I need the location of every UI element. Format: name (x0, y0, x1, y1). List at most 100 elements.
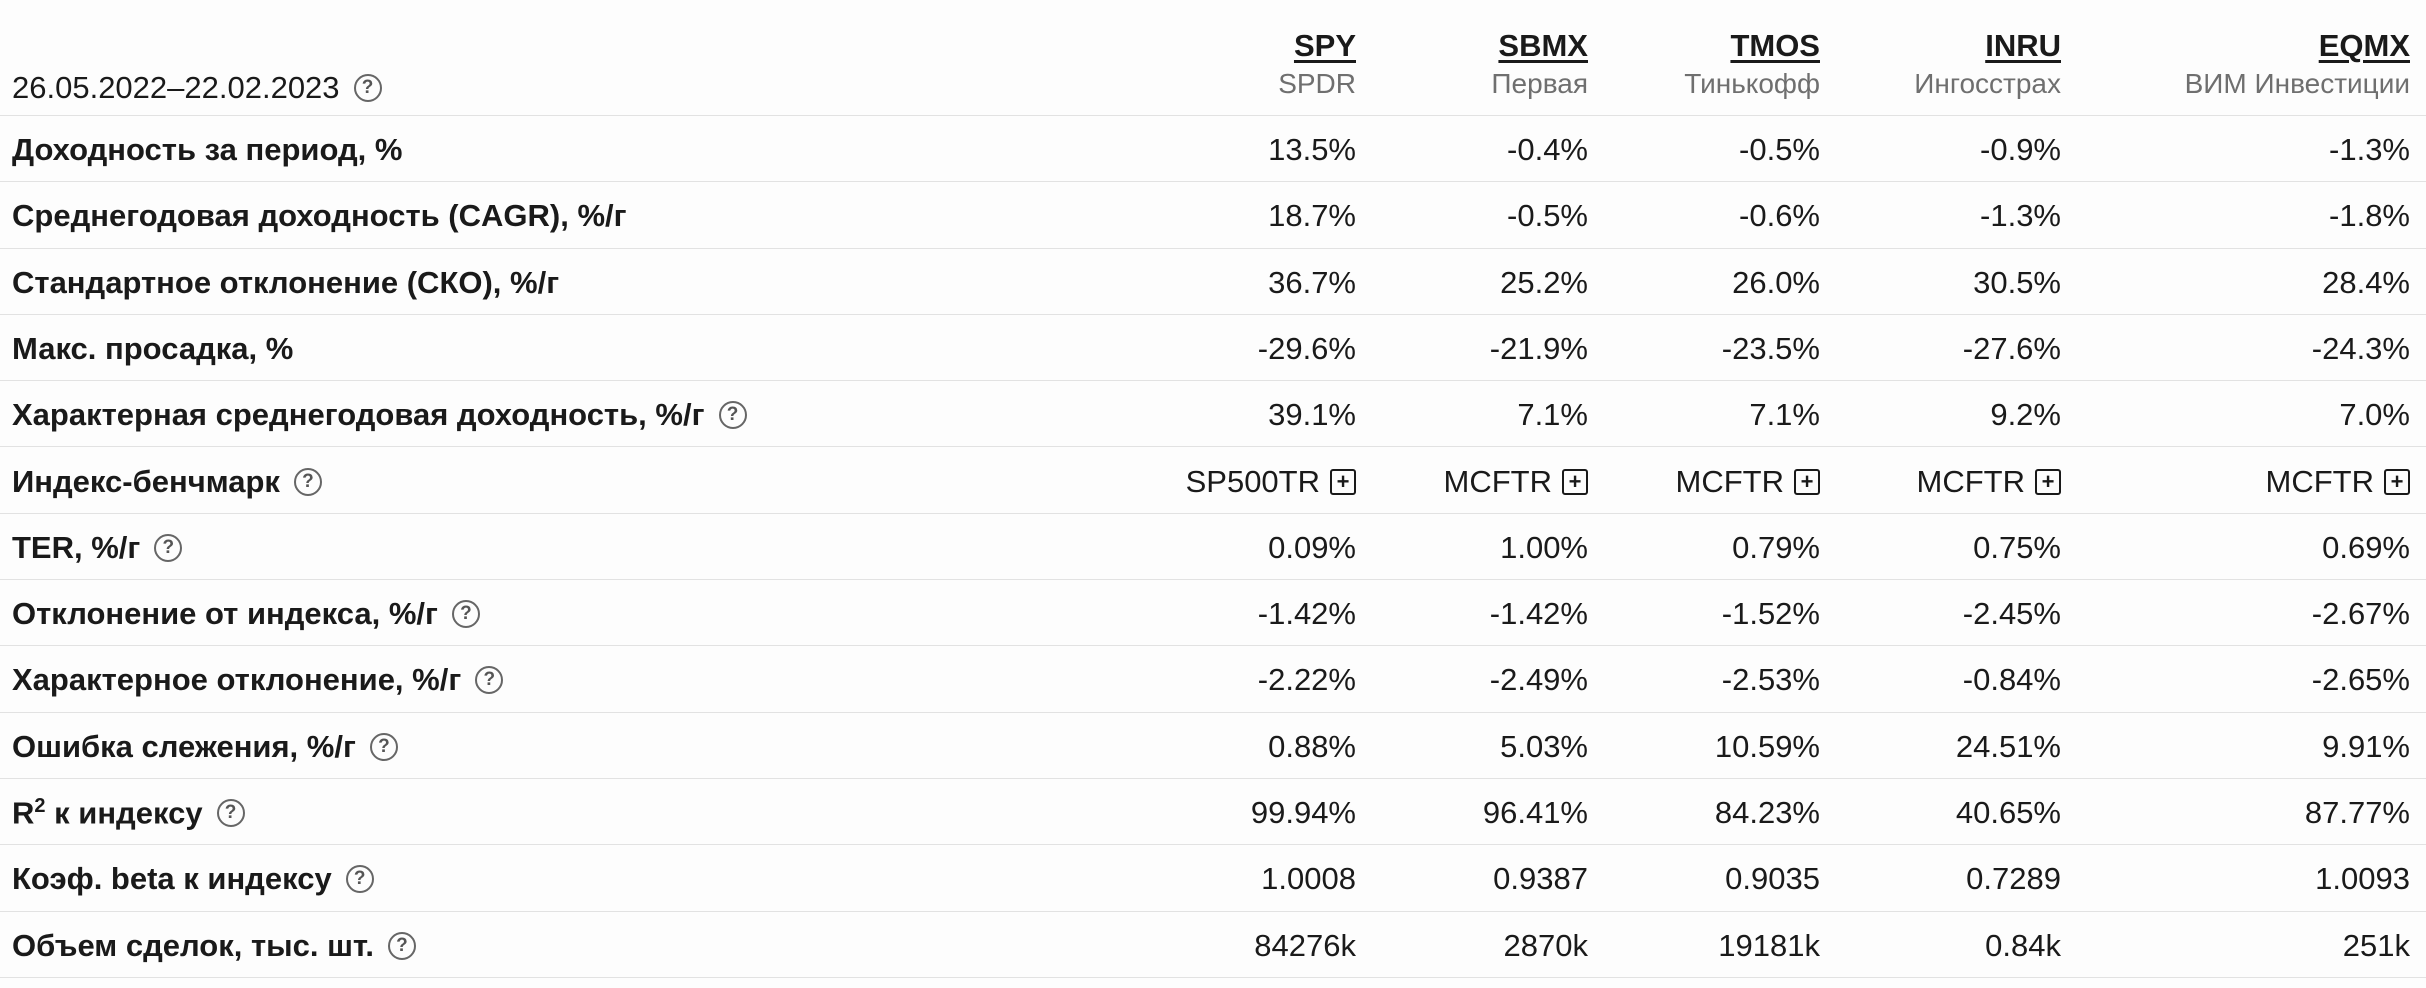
benchmark-name: MCFTR (1916, 463, 2025, 499)
value-cell: 0.75% (1973, 529, 2061, 565)
value-cell: -2.45% (1962, 596, 2061, 632)
value-cell: 0.7289 (1966, 861, 2061, 897)
plus-square-icon[interactable]: + (1330, 468, 1356, 495)
value-cell: 87.77% (2304, 795, 2410, 830)
plus-square-icon[interactable]: + (1794, 468, 1820, 495)
row-label: TER, %/г (12, 529, 141, 565)
value-cell: -1.8% (2329, 198, 2410, 234)
issuer-name: ВИМ Инвестиции (2184, 68, 2410, 99)
row-label: Ошибка слежения, %/г (12, 728, 356, 764)
table-row: Среднегодовая доходность (CAGR), %/г 18.7… (0, 182, 2426, 249)
row-header: Ошибка слежения, %/г? (12, 729, 398, 765)
ticker-link[interactable]: SPY (1293, 28, 1356, 63)
row-header: Индекс-бенчмарк? (12, 464, 322, 500)
ticker-link[interactable]: TMOS (1730, 28, 1820, 63)
row-label: R2 к индексу (12, 795, 203, 831)
value-cell: -1.42% (1489, 596, 1588, 632)
value-cell: 84.23% (1714, 795, 1820, 830)
value-cell: -1.3% (1980, 198, 2061, 234)
value-cell: -1.3% (2329, 132, 2410, 167)
row-header: Стандартное отклонение (СКО), %/г (12, 265, 559, 301)
table-header: 26.05.2022–22.02.2023 ? SPY SPDR SBMX Пер… (0, 0, 2426, 116)
benchmark-cell: SP500TR + (1096, 464, 1356, 500)
question-circle-icon[interactable]: ? (353, 74, 382, 102)
question-circle-icon[interactable]: ? (216, 799, 245, 828)
value-cell: 36.7% (1268, 264, 1356, 300)
value-cell: -0.5% (1739, 132, 1820, 167)
table-row: Доходность за период, % 13.5% -0.4% -0.5% -0… (0, 116, 2426, 183)
value-cell: -2.49% (1489, 662, 1588, 698)
benchmark-cell: MCFTR + (1801, 464, 2061, 500)
row-label: Коэф. beta к индексу (12, 861, 332, 897)
question-circle-icon[interactable]: ? (345, 865, 374, 894)
value-cell: 39.1% (1268, 397, 1356, 433)
value-cell: 28.4% (2322, 264, 2410, 300)
row-header: TER, %/г? (12, 529, 183, 566)
value-cell: -2.67% (2311, 596, 2410, 632)
row-header: Доходность за период, % (12, 132, 402, 168)
value-cell: 26.0% (1732, 264, 1820, 300)
value-cell: 7.0% (2339, 397, 2410, 433)
table-row: Стандартное отклонение (СКО), %/г 36.7% 25… (0, 249, 2426, 315)
row-header: Характерное отклонение, %/г? (12, 662, 504, 698)
value-cell: -23.5% (1721, 330, 1820, 366)
value-cell: 18.7% (1268, 198, 1356, 234)
row-label: Отклонение от индекса, %/г (12, 596, 438, 632)
row-label: Стандартное отклонение (СКО), %/г (12, 264, 560, 300)
question-circle-icon[interactable]: ? (369, 732, 398, 761)
value-cell: 0.9035 (1725, 861, 1820, 897)
value-cell: 0.69% (2322, 529, 2410, 565)
ticker-link[interactable]: SBMX (1498, 28, 1588, 63)
value-cell: 30.5% (1973, 264, 2061, 300)
plus-square-icon[interactable]: + (2035, 468, 2061, 495)
question-circle-icon[interactable]: ? (475, 666, 504, 695)
benchmark-cell: MCFTR + (1328, 464, 1588, 500)
table-row: Макс. просадка, % -29.6% -21.9% -23.5% -27.6… (0, 315, 2426, 382)
question-circle-icon[interactable]: ? (154, 533, 183, 562)
row-header: Отклонение от индекса, %/г? (12, 596, 480, 632)
value-cell: 0.84k (1985, 927, 2061, 963)
row-label: Объем сделок, тыс. шт. (12, 927, 374, 963)
question-circle-icon[interactable]: ? (293, 467, 322, 496)
value-cell: -0.9% (1980, 132, 2061, 167)
value-cell: 96.41% (1482, 795, 1588, 830)
value-cell: 99.94% (1250, 795, 1356, 830)
column-header-tmos: TMOS Тинькофф (1540, 28, 1820, 100)
column-header-sbmx: SBMX Первая (1308, 28, 1588, 100)
row-label: Индекс-бенчмарк (12, 463, 280, 499)
row-header: Среднегодовая доходность (CAGR), %/г (12, 198, 627, 234)
question-circle-icon[interactable]: ? (387, 931, 416, 960)
column-header-spy: SPY SPDR (1076, 28, 1356, 100)
table-row: Индекс-бенчмарк? SP500TR + MCFTR + MCFTR + MCFT… (0, 448, 2426, 514)
value-cell: 0.9387 (1493, 861, 1588, 897)
value-cell: 7.1% (1749, 397, 1820, 433)
row-label: Доходность за период, % (12, 132, 403, 167)
value-cell: 13.5% (1268, 132, 1356, 167)
benchmark-cell: MCFTR + (1560, 464, 1820, 500)
ticker-link[interactable]: EQMX (2318, 28, 2410, 63)
row-header: Коэф. beta к индексу? (12, 861, 374, 897)
question-circle-icon[interactable]: ? (718, 401, 747, 430)
period-label: 26.05.2022–22.02.2023 (12, 70, 340, 105)
row-label: Характерная среднегодовая доходность, %/… (12, 397, 705, 433)
table-row: Ошибка слежения, %/г? 0.88% 5.03% 10.59% 24.… (0, 713, 2426, 779)
column-header-eqmx: EQMX ВИМ Инвестиции (2130, 28, 2410, 100)
benchmark-cell: MCFTR + (2150, 464, 2410, 500)
plus-square-icon[interactable]: + (2384, 468, 2410, 495)
table-row: Объем сделок, тыс. шт.? 84276k 2870k 19181k… (0, 912, 2426, 978)
value-cell: -0.4% (1507, 132, 1588, 167)
row-header: Характерная среднегодовая доходность, %/… (12, 397, 747, 433)
plus-square-icon[interactable]: + (1562, 468, 1588, 495)
table-row: R2 к индексу? 99.94% 96.41% 84.23% 40.65% 87.… (0, 779, 2426, 846)
question-circle-icon[interactable]: ? (451, 600, 480, 629)
column-header-inru: INRU Ингосстрах (1781, 28, 2061, 100)
benchmark-name: MCFTR (1675, 463, 1784, 499)
issuer-name: SPDR (1278, 68, 1356, 99)
value-cell: 0.88% (1268, 728, 1356, 764)
ticker-link[interactable]: INRU (1985, 28, 2061, 63)
table-row: TER, %/г? 0.09% 1.00% 0.79% 0.75% 0.69% (0, 514, 2426, 581)
value-cell: 1.0008 (1261, 861, 1356, 897)
value-cell: -1.52% (1721, 596, 1820, 632)
table-row: Коэф. beta к индексу? 1.0008 0.9387 0.9035 0… (0, 845, 2426, 912)
